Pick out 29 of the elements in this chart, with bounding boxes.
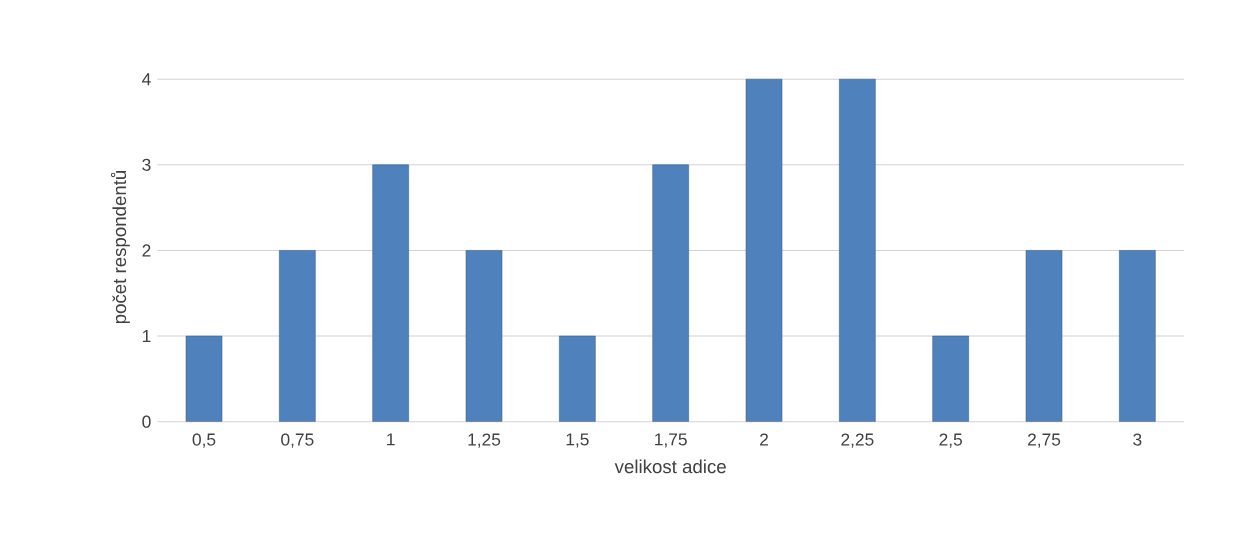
y-tick-label: 4 [142,73,151,86]
y-tick-label: 3 [142,158,151,171]
bar [652,164,689,422]
y-tick-label: 0 [142,415,151,428]
bar [559,335,596,422]
x-tick-label: 2,25 [841,433,874,448]
x-tick-label: 1,75 [655,433,687,448]
x-axis-title: velikost adice [614,459,726,474]
bar [279,250,316,422]
x-tick-label: 1 [387,433,395,446]
y-axis-title: počet respondentů [110,170,130,324]
y-tick-label: 2 [142,244,151,257]
x-tick-label: 1,5 [566,433,589,448]
x-tick-label: 2 [760,433,768,446]
x-tick-label: 0,75 [281,433,314,448]
bar [185,335,223,422]
x-tick-label: 2,75 [1028,433,1061,448]
bar [839,78,876,422]
x-tick-label: 3 [1133,433,1142,446]
x-tick-label: 0,5 [192,433,216,448]
bar [372,164,409,422]
bar [932,335,969,422]
x-tick-label: 2,5 [939,433,962,448]
bar [745,78,783,422]
y-tick-label: 1 [142,330,151,343]
bar [465,250,503,422]
bar [1119,250,1156,422]
x-tick-label: 1,25 [468,433,501,448]
bar [1025,250,1063,422]
